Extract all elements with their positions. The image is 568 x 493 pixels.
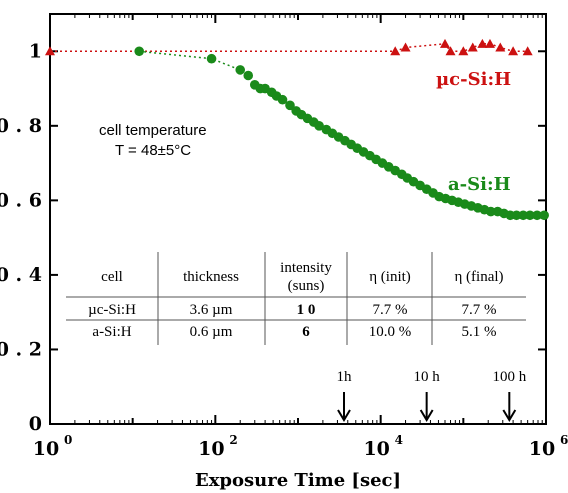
table-row-uc-cell: µc-Si:H (88, 302, 136, 318)
table-row-a-eta-final: 5.1 % (462, 324, 497, 340)
data-point (390, 46, 401, 56)
table-row-uc-eta-final: 7.7 % (462, 302, 497, 318)
time-marker-arrowhead (337, 409, 351, 422)
data-point (277, 94, 288, 105)
time-marker-arrowhead (502, 409, 517, 422)
time-marker-arrowhead (419, 409, 434, 422)
data-point (539, 210, 549, 221)
table-header-intensity-unit: (suns) (288, 278, 325, 294)
data-point (477, 38, 488, 48)
data-point (484, 38, 495, 48)
x-tick-exponent: 2 (229, 433, 237, 447)
x-tick-labels: 10 0 10 2 10 4 10 6 (33, 433, 568, 460)
table-row-uc-eta-init: 7.7 % (373, 302, 408, 318)
x-tick-exponent: 4 (395, 433, 403, 447)
data-point (439, 38, 450, 48)
y-tick-labels: 0 0 . 2 0 . 4 0 . 6 0 . 8 1 (0, 40, 42, 435)
data-point (522, 46, 533, 56)
data-point (495, 42, 506, 52)
data-point (508, 46, 519, 56)
series-label-uc-si: µc-Si:H (436, 69, 511, 90)
y-tick-label: 1 (29, 40, 42, 62)
x-tick-exponent: 6 (560, 433, 568, 447)
data-point (243, 70, 254, 81)
y-tick-label: 0 (29, 413, 42, 435)
table-header-eta-init: η (init) (369, 269, 411, 285)
data-point (525, 210, 535, 221)
parameter-table: cell thickness intensity (suns) η (init)… (66, 252, 526, 345)
table-row-a-thickness: 0.6 µm (190, 324, 233, 340)
table-row-a-intensity: 6 (302, 324, 310, 340)
x-axis-label: Exposure Time [sec] (195, 470, 401, 491)
table-header-thickness: thickness (183, 269, 239, 285)
time-marker-label: 10 h (414, 369, 441, 385)
data-point (532, 210, 542, 221)
y-tick-label: 0 . 2 (0, 338, 42, 360)
y-tick-label: 0 . 8 (0, 115, 42, 137)
x-tick-label: 10 (363, 438, 389, 460)
data-point (458, 46, 469, 56)
data-point (206, 53, 217, 64)
time-marker-label: 1h (336, 369, 352, 385)
time-markers: 1h 10 h 100 h (336, 369, 527, 422)
cell-temperature-label: cell temperature (99, 122, 207, 139)
table-header-intensity: intensity (280, 260, 332, 276)
data-point (45, 46, 55, 56)
data-point (235, 65, 246, 75)
time-marker-label: 100 h (492, 369, 526, 385)
x-tick-label: 10 (198, 438, 224, 460)
axis-ticks (49, 14, 547, 425)
table-row-uc-thickness: 3.6 µm (190, 302, 233, 318)
table-header-eta-final: η (final) (454, 269, 503, 285)
series-layer (45, 38, 549, 221)
cell-temperature-value: T = 48±5°C (115, 142, 191, 159)
x-tick-label: 10 (33, 438, 59, 460)
data-point (314, 121, 324, 131)
data-point (486, 206, 496, 217)
table-header-cell: cell (101, 269, 123, 285)
data-point (511, 210, 522, 221)
data-point (134, 46, 145, 57)
data-point (518, 210, 529, 221)
data-point (400, 42, 411, 52)
y-tick-label: 0 . 6 (0, 189, 42, 211)
table-row-uc-intensity: 1 0 (297, 302, 316, 318)
table-row-a-cell: a-Si:H (92, 324, 131, 340)
x-tick-exponent: 0 (64, 433, 72, 447)
series-line (50, 43, 528, 53)
series-label-a-si: a-Si:H (448, 174, 511, 195)
x-tick-label: 10 (529, 438, 555, 460)
y-tick-label: 0 . 4 (0, 264, 42, 286)
data-point (467, 42, 478, 52)
data-point (285, 100, 295, 111)
table-row-a-eta-init: 10.0 % (369, 324, 412, 340)
data-point (445, 46, 456, 56)
